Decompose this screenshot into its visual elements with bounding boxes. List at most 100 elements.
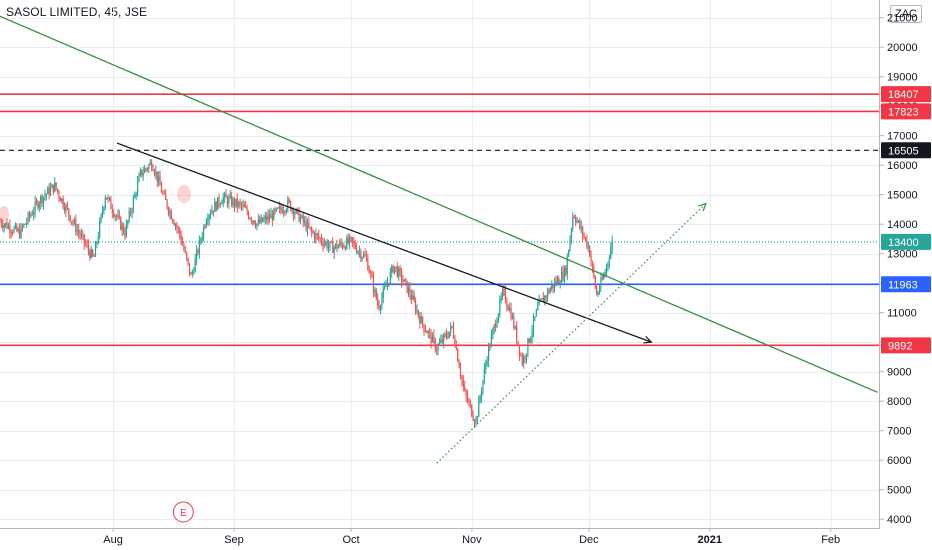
candle-body xyxy=(42,196,45,204)
candle-body xyxy=(479,396,481,400)
candle-body xyxy=(372,277,375,292)
candle-body xyxy=(89,250,91,258)
candle-body xyxy=(217,197,219,210)
candle-body xyxy=(163,193,165,195)
time-tick-label: Sep xyxy=(224,534,244,546)
candle-body xyxy=(348,236,351,243)
candle-body xyxy=(563,267,566,280)
candle-body xyxy=(587,246,589,248)
candle-body xyxy=(104,197,106,208)
candle-body xyxy=(552,285,554,289)
candle-body xyxy=(327,245,330,249)
candle-body xyxy=(38,203,40,208)
candle-body xyxy=(591,261,594,267)
price-tick-label: 21000 xyxy=(887,13,918,25)
time-axis[interactable]: Aug Sep Oct Nov Dec 2021 Feb xyxy=(103,528,840,546)
candle-body xyxy=(316,233,318,235)
candle-body xyxy=(219,204,222,206)
candle-body xyxy=(193,272,195,274)
candle-body xyxy=(538,300,540,306)
candle-body xyxy=(448,331,450,338)
candle-body xyxy=(323,243,325,246)
candle-body xyxy=(277,207,279,209)
candle-body xyxy=(153,170,156,174)
candle-body xyxy=(239,202,241,204)
candle-body xyxy=(215,201,217,210)
candle-body xyxy=(416,310,418,312)
candle-body xyxy=(127,220,129,224)
candle-body xyxy=(188,263,191,274)
price-tag xyxy=(881,233,931,250)
candle-body xyxy=(260,217,262,223)
candle-body xyxy=(283,211,285,213)
candle-body xyxy=(78,229,80,233)
candle-body xyxy=(240,203,243,206)
candle-body xyxy=(339,242,341,246)
candle-body xyxy=(86,244,88,246)
candle-body xyxy=(197,250,199,254)
candle-body xyxy=(49,187,52,195)
candle-body xyxy=(480,391,483,397)
price-tick-label: 17000 xyxy=(887,131,918,143)
candle-body xyxy=(232,199,234,206)
candle-body xyxy=(472,416,474,421)
candle-body xyxy=(569,238,571,250)
candle-body xyxy=(520,354,522,356)
candle-body xyxy=(301,215,303,218)
price-tick-label: 16000 xyxy=(887,160,918,172)
candle-body xyxy=(541,297,543,300)
candle-body xyxy=(45,193,47,196)
candle-body xyxy=(68,208,70,216)
candle-body xyxy=(263,218,265,222)
candle-body xyxy=(436,349,438,351)
candle-body xyxy=(48,187,50,195)
currency-label[interactable]: ZAC xyxy=(890,5,922,23)
highlight-ellipse xyxy=(177,185,191,203)
candle-body xyxy=(395,266,397,268)
candle-body xyxy=(608,258,610,263)
candle-body xyxy=(326,242,328,249)
candle-body xyxy=(476,416,478,420)
candle-body xyxy=(455,346,457,349)
candle-body xyxy=(580,226,582,228)
candle-body xyxy=(155,171,157,174)
price-tag xyxy=(881,337,931,354)
candle-body xyxy=(59,197,61,202)
price-tag-label: 9892 xyxy=(888,340,912,352)
candle-body xyxy=(379,306,382,309)
candle-body xyxy=(271,214,273,221)
candle-body xyxy=(334,243,337,248)
price-tick-label: 11000 xyxy=(887,308,917,320)
candle-body xyxy=(420,316,422,324)
candle-body xyxy=(377,299,379,306)
candle-body xyxy=(299,217,302,222)
candle-body xyxy=(445,334,448,337)
candle-body xyxy=(343,246,345,248)
candle-body xyxy=(229,195,231,198)
candle-body xyxy=(231,195,233,206)
candle-body xyxy=(403,279,405,282)
candle-body xyxy=(514,326,516,329)
candle-body xyxy=(162,192,164,194)
price-tick-label: 4000 xyxy=(887,514,911,526)
candle-body xyxy=(363,254,365,258)
candle-body xyxy=(233,199,236,206)
candle-body xyxy=(447,336,449,338)
candle-body xyxy=(30,214,32,217)
price-tag-label: 16505 xyxy=(888,145,919,157)
candle-body xyxy=(226,197,229,205)
candle-body xyxy=(407,287,410,293)
candle-body xyxy=(114,215,116,217)
trend-line-1 xyxy=(0,15,878,393)
candle-body xyxy=(466,395,469,402)
candle-body xyxy=(537,305,539,310)
candle-body xyxy=(431,335,434,343)
candle-body xyxy=(487,346,490,362)
candle-body xyxy=(259,219,261,223)
candle-body xyxy=(523,357,525,365)
candle-body xyxy=(201,236,203,240)
candle-body xyxy=(138,175,140,182)
candle-body xyxy=(47,187,49,194)
candle-body xyxy=(360,251,362,259)
